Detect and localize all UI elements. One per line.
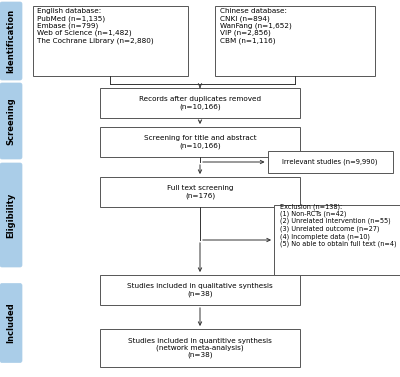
Text: Screening: Screening [6, 97, 16, 145]
Text: Studies included in qualitative synthesis
(n=38): Studies included in qualitative synthesi… [127, 283, 273, 297]
FancyBboxPatch shape [0, 83, 22, 159]
Text: Studies included in quantitive synthesis
(network meta-analysis)
(n=38): Studies included in quantitive synthesis… [128, 337, 272, 359]
FancyBboxPatch shape [100, 127, 300, 157]
FancyBboxPatch shape [215, 6, 375, 76]
FancyBboxPatch shape [0, 2, 22, 80]
FancyBboxPatch shape [100, 177, 300, 207]
Text: Screening for title and abstract
(n=10,166): Screening for title and abstract (n=10,1… [144, 135, 256, 149]
Text: Eligibility: Eligibility [6, 192, 16, 238]
Text: Irrelevant studies (n=9,990): Irrelevant studies (n=9,990) [282, 159, 378, 165]
FancyBboxPatch shape [100, 275, 300, 305]
FancyBboxPatch shape [100, 329, 300, 367]
Text: English database:
PubMed (n=1,135)
Embase (n=799)
Web of Science (n=1,482)
The C: English database: PubMed (n=1,135) Embas… [37, 8, 154, 44]
FancyBboxPatch shape [274, 205, 400, 275]
Text: Full text screening
(n=176): Full text screening (n=176) [167, 185, 233, 199]
FancyBboxPatch shape [0, 284, 22, 363]
FancyBboxPatch shape [32, 6, 188, 76]
Text: Identification: Identification [6, 9, 16, 73]
Text: Included: Included [6, 303, 16, 343]
Text: Chinese database:
CNKI (n=894)
WanFang (n=1,652)
VIP (n=2,856)
CBM (n=1,116): Chinese database: CNKI (n=894) WanFang (… [220, 8, 292, 44]
FancyBboxPatch shape [0, 163, 22, 267]
Text: Records after duplicates removed
(n=10,166): Records after duplicates removed (n=10,1… [139, 96, 261, 110]
FancyBboxPatch shape [100, 88, 300, 118]
Text: Exclusion (n=138):
(1) Non-RCTs (n=42)
(2) Unrelated intervention (n=55)
(3) Unr: Exclusion (n=138): (1) Non-RCTs (n=42) (… [280, 203, 396, 247]
FancyBboxPatch shape [268, 151, 392, 173]
